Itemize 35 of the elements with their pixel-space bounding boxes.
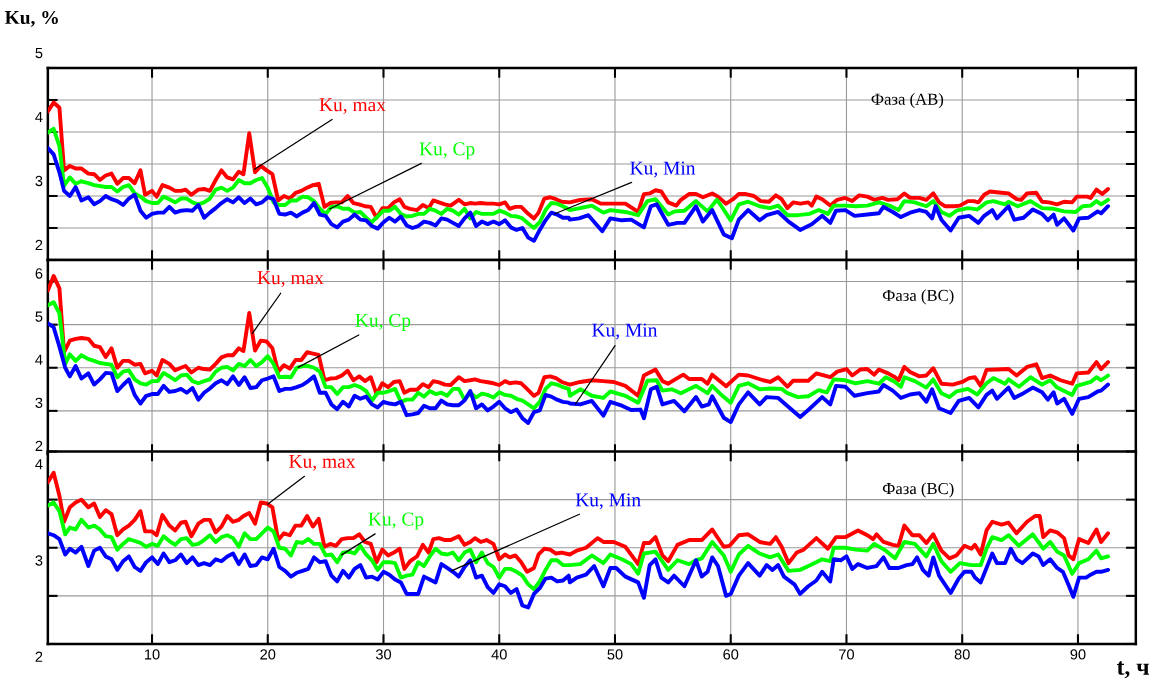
text: Ku, Min (592, 323, 658, 340)
x-tick-label: 80 (954, 649, 970, 660)
text: Фаза (BC) (882, 482, 954, 498)
text: Ku, max (289, 455, 356, 471)
x-tick-label: 10 (145, 649, 160, 660)
x-tick-label: 40 (491, 649, 507, 660)
y-tick-label: 2 (35, 651, 43, 662)
y-tick-label: 2 (35, 239, 43, 250)
x-tick-label: 30 (375, 649, 392, 660)
y-tick-label: 5 (35, 47, 43, 59)
y-tick-label: 4 (35, 111, 43, 122)
y-tick-label: 4 (35, 459, 43, 470)
x-axis-title: t, ч (1116, 661, 1149, 679)
y-tick-label: 5 (35, 311, 43, 322)
y-tick-label: 3 (35, 175, 43, 187)
y-tick-label: 6 (35, 268, 43, 279)
text: Фаза (BC) (882, 289, 954, 305)
text: Ku, max (319, 98, 386, 115)
x-tick-label: 70 (839, 649, 855, 660)
series-label: Ku, max (257, 271, 324, 288)
y-axis-title: Ku, % (4, 10, 58, 27)
y-tick-label: 3 (35, 397, 43, 408)
x-tick-label: 20 (260, 649, 276, 660)
text: Ku, Min (575, 493, 641, 510)
x-tick-label: 60 (723, 649, 739, 660)
series-label: Ku, Min (630, 161, 696, 178)
x-tick-label: 90 (1070, 649, 1086, 660)
text: Фаза (AB) (871, 93, 944, 109)
y-tick-label: 3 (35, 555, 43, 566)
text: Ku, Cp (355, 313, 411, 331)
y-tick-label: 2 (35, 440, 43, 451)
series-label: Ku, Cp (368, 512, 424, 530)
y-tick-label: 4 (35, 354, 43, 365)
text: Ku, Cp (419, 142, 475, 160)
x-tick-label: 50 (607, 649, 623, 660)
